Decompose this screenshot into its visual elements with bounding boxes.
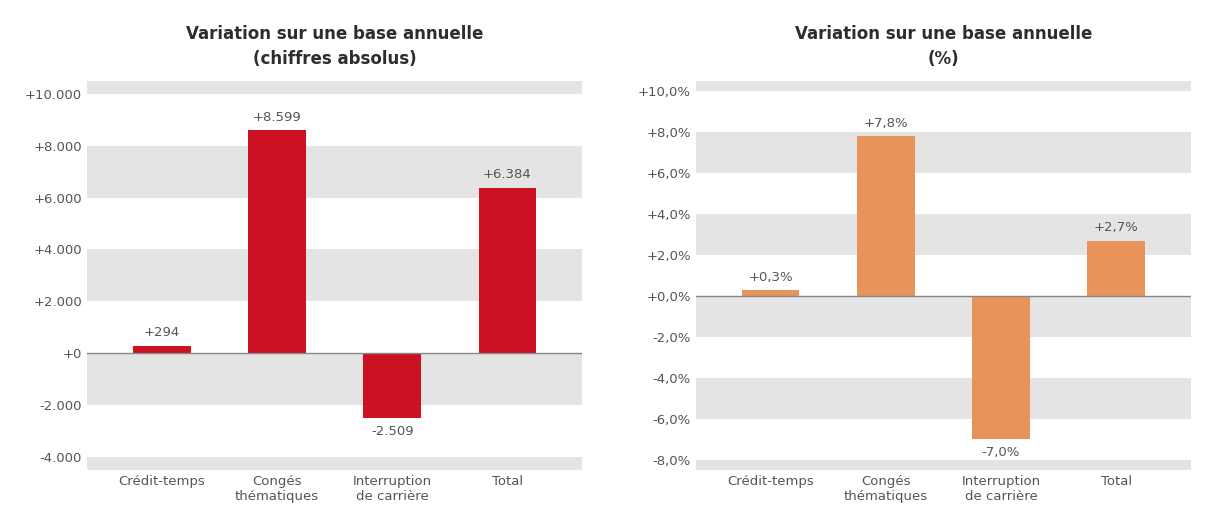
Text: -7,0%: -7,0% <box>981 446 1020 459</box>
Title: Variation sur une base annuelle
(%): Variation sur une base annuelle (%) <box>795 25 1092 68</box>
Bar <box>248 130 306 353</box>
Bar <box>696 81 1190 91</box>
Text: -2.509: -2.509 <box>371 425 413 438</box>
Bar <box>88 146 582 197</box>
Bar <box>88 249 582 301</box>
Bar <box>364 353 421 419</box>
Text: +7,8%: +7,8% <box>863 117 908 130</box>
Bar <box>696 296 1190 337</box>
Title: Variation sur une base annuelle
(chiffres absolus): Variation sur une base annuelle (chiffre… <box>186 25 483 68</box>
Text: +6.384: +6.384 <box>483 168 531 181</box>
Text: +0,3%: +0,3% <box>748 270 793 284</box>
Bar <box>133 346 191 353</box>
Bar <box>88 353 582 405</box>
Bar <box>479 187 536 353</box>
Text: +8.599: +8.599 <box>253 111 302 124</box>
Bar <box>972 296 1030 439</box>
Bar <box>88 457 582 470</box>
Text: +294: +294 <box>143 326 180 340</box>
Bar <box>696 460 1190 470</box>
Bar <box>857 136 914 296</box>
Bar <box>696 132 1190 173</box>
Bar <box>742 290 799 296</box>
Bar <box>1087 241 1145 296</box>
Bar <box>696 214 1190 255</box>
Bar <box>88 81 582 93</box>
Text: +2,7%: +2,7% <box>1093 221 1138 234</box>
Bar <box>696 378 1190 419</box>
